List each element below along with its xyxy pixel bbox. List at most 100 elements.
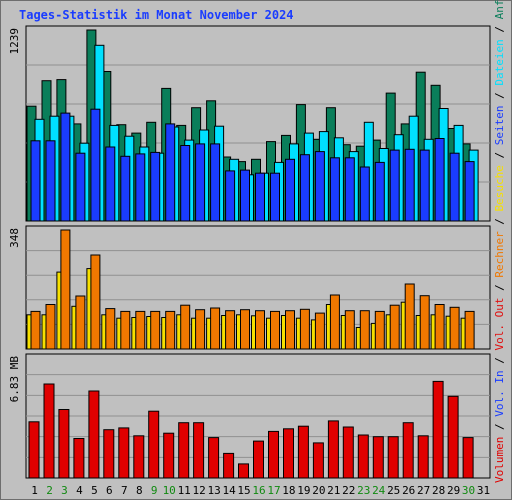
bar-seiten-day-6 bbox=[105, 146, 116, 222]
bar-seiten-day-5 bbox=[90, 108, 101, 222]
bar-volumen-day-10 bbox=[163, 432, 175, 479]
bar-rechner-day-30 bbox=[464, 310, 475, 350]
bar-volumen-day-8 bbox=[133, 435, 145, 479]
bar-seiten-day-8 bbox=[135, 153, 146, 222]
bar-rechner-day-7 bbox=[120, 310, 131, 350]
bar-seiten-day-19 bbox=[299, 154, 310, 222]
x-tick-label: 1 bbox=[31, 484, 38, 497]
bar-rechner-day-18 bbox=[285, 310, 295, 350]
bar-volumen-day-20 bbox=[312, 442, 324, 479]
bar-seiten-day-9 bbox=[150, 151, 161, 222]
x-tick-label: 31 bbox=[477, 484, 490, 497]
bar-rechner-day-10 bbox=[165, 310, 176, 350]
bar-volumen-day-18 bbox=[283, 428, 294, 479]
bar-seiten-day-29 bbox=[449, 152, 460, 222]
bar-rechner-day-5 bbox=[90, 254, 101, 350]
bar-seiten-day-26 bbox=[404, 148, 415, 222]
bar-volumen-day-4 bbox=[73, 438, 85, 479]
bar-seiten-day-14 bbox=[225, 170, 236, 222]
bar-seiten-day-15 bbox=[240, 169, 250, 222]
x-tick-label: 9 bbox=[151, 484, 158, 497]
bar-rechner-day-16 bbox=[255, 310, 265, 350]
bar-seiten-day-28 bbox=[434, 138, 445, 222]
bar-rechner-day-21 bbox=[329, 294, 340, 350]
x-tick-label: 14 bbox=[222, 484, 236, 497]
legend-entry: Besuche bbox=[493, 165, 506, 211]
legend-entry: / bbox=[493, 351, 506, 371]
bar-seiten-day-13 bbox=[210, 143, 221, 222]
bar-rechner-day-26 bbox=[404, 283, 415, 350]
x-tick-label: 20 bbox=[312, 484, 325, 497]
bar-volumen-day-30 bbox=[462, 437, 474, 479]
panel-max-label: 1239 bbox=[8, 28, 21, 55]
bar-volumen-day-25 bbox=[387, 436, 399, 479]
bar-seiten-day-20 bbox=[314, 151, 325, 222]
panel-volume: 6.83 MB bbox=[8, 353, 491, 479]
bar-seiten-day-23 bbox=[359, 166, 370, 222]
bar-volumen-day-21 bbox=[327, 420, 339, 479]
bar-volumen-day-22 bbox=[342, 426, 354, 479]
bar-seiten-day-25 bbox=[389, 149, 400, 222]
bar-rechner-day-17 bbox=[270, 310, 280, 350]
x-tick-label: 24 bbox=[372, 484, 386, 497]
bar-seiten-day-18 bbox=[285, 158, 295, 222]
bar-volumen-day-2 bbox=[43, 383, 55, 479]
bar-seiten-day-30 bbox=[464, 161, 475, 222]
bar-rechner-day-14 bbox=[225, 310, 236, 350]
bar-volumen-day-29 bbox=[447, 395, 459, 479]
bar-rechner-day-2 bbox=[45, 304, 56, 350]
bar-volumen-day-26 bbox=[402, 422, 414, 479]
legend-entry: Rechner bbox=[493, 231, 506, 278]
panel-requests: 1239 bbox=[8, 25, 491, 222]
bar-volumen-day-19 bbox=[297, 425, 309, 479]
bar-rechner-day-4 bbox=[75, 295, 86, 350]
bar-volumen-day-13 bbox=[208, 437, 220, 479]
legend-vertical-text: Volumen / Vol. In / Vol. Out / Rechner /… bbox=[493, 0, 506, 483]
bar-rechner-day-3 bbox=[60, 229, 71, 350]
bar-volumen-day-24 bbox=[372, 436, 384, 479]
legend-entry: / bbox=[493, 417, 506, 437]
bar-volumen-day-17 bbox=[268, 430, 279, 479]
x-tick-label: 30 bbox=[462, 484, 475, 497]
bar-rechner-day-27 bbox=[419, 295, 430, 350]
x-tick-label: 13 bbox=[207, 484, 220, 497]
bar-rechner-day-6 bbox=[105, 308, 116, 350]
legend-entry: / bbox=[493, 278, 506, 298]
legend-entry: Dateien bbox=[493, 39, 506, 85]
legend-entry: / bbox=[493, 145, 506, 165]
bar-seiten-day-11 bbox=[180, 145, 191, 222]
bar-seiten-day-1 bbox=[30, 140, 41, 222]
bar-volumen-day-28 bbox=[432, 380, 444, 479]
panel-max-label: 348 bbox=[8, 228, 21, 248]
x-tick-label: 17 bbox=[267, 484, 280, 497]
bar-seiten-day-7 bbox=[120, 155, 131, 222]
legend-entry: Volumen bbox=[493, 437, 506, 483]
bar-seiten-day-17 bbox=[270, 172, 280, 222]
bar-volumen-day-6 bbox=[103, 429, 115, 479]
bar-rechner-day-24 bbox=[374, 310, 385, 350]
bar-rechner-day-11 bbox=[180, 304, 191, 350]
bar-seiten-day-21 bbox=[329, 157, 340, 222]
right-legend: Volumen / Vol. In / Vol. Out / Rechner /… bbox=[493, 0, 506, 483]
bar-volumen-day-5 bbox=[88, 390, 100, 479]
legend-entry: / bbox=[493, 19, 506, 39]
x-tick-label: 26 bbox=[402, 484, 415, 497]
bar-seiten-day-22 bbox=[344, 157, 355, 222]
bar-rechner-day-19 bbox=[299, 308, 310, 350]
x-tick-label: 3 bbox=[61, 484, 68, 497]
x-tick-label: 11 bbox=[178, 484, 191, 497]
bar-rechner-day-9 bbox=[150, 310, 161, 350]
x-tick-label: 15 bbox=[237, 484, 250, 497]
x-tick-label: 22 bbox=[342, 484, 355, 497]
x-tick-label: 7 bbox=[121, 484, 128, 497]
bar-volumen-day-16 bbox=[253, 440, 264, 479]
x-tick-label: 10 bbox=[163, 484, 176, 497]
bar-rechner-day-1 bbox=[30, 310, 41, 350]
bar-rechner-day-15 bbox=[240, 309, 250, 350]
x-tick-label: 12 bbox=[192, 484, 205, 497]
bar-rechner-day-8 bbox=[135, 310, 146, 350]
bar-volumen-day-3 bbox=[58, 409, 70, 479]
bar-seiten-day-16 bbox=[255, 172, 265, 222]
